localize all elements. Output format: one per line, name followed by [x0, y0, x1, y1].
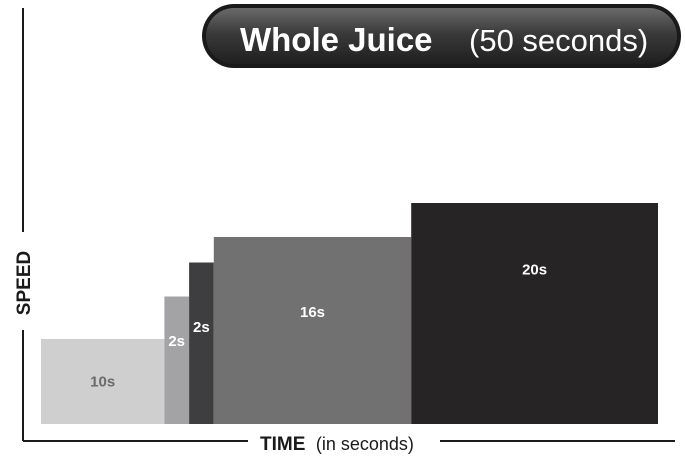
x-axis-label-rest: (in seconds) — [316, 434, 414, 454]
bar-label-5: 20s — [522, 261, 547, 278]
x-axis-label-bold: TIME — [260, 434, 305, 455]
x-axis-label: TIME (in seconds) — [260, 434, 414, 455]
chart-title: Whole Juice — [240, 21, 433, 58]
bar-3 — [189, 262, 214, 424]
bar-5 — [411, 203, 658, 424]
bar-label-4: 16s — [300, 304, 325, 321]
chart-subtitle: (50 seconds) — [469, 23, 648, 58]
title-pill: Whole Juice (50 seconds) — [202, 4, 681, 68]
bar-1 — [41, 339, 165, 424]
bar-2 — [164, 296, 190, 424]
bar-4 — [213, 237, 412, 424]
bars-group: 10s 2s 2s 16s 20s — [41, 203, 658, 424]
bar-label-1: 10s — [90, 374, 115, 391]
bar-label-3: 2s — [193, 319, 210, 336]
y-axis-label: SPEED — [14, 251, 35, 315]
bar-label-2: 2s — [168, 333, 185, 350]
